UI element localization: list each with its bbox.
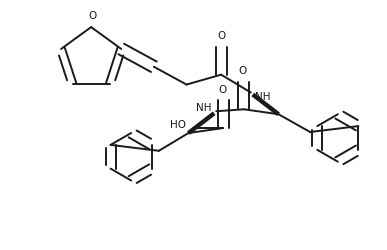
Text: O: O: [217, 31, 225, 41]
Text: NH: NH: [255, 92, 271, 102]
Text: NH: NH: [195, 103, 211, 113]
Text: O: O: [239, 66, 247, 76]
Text: O: O: [218, 84, 226, 94]
Text: O: O: [88, 11, 96, 21]
Text: HO: HO: [170, 120, 186, 130]
